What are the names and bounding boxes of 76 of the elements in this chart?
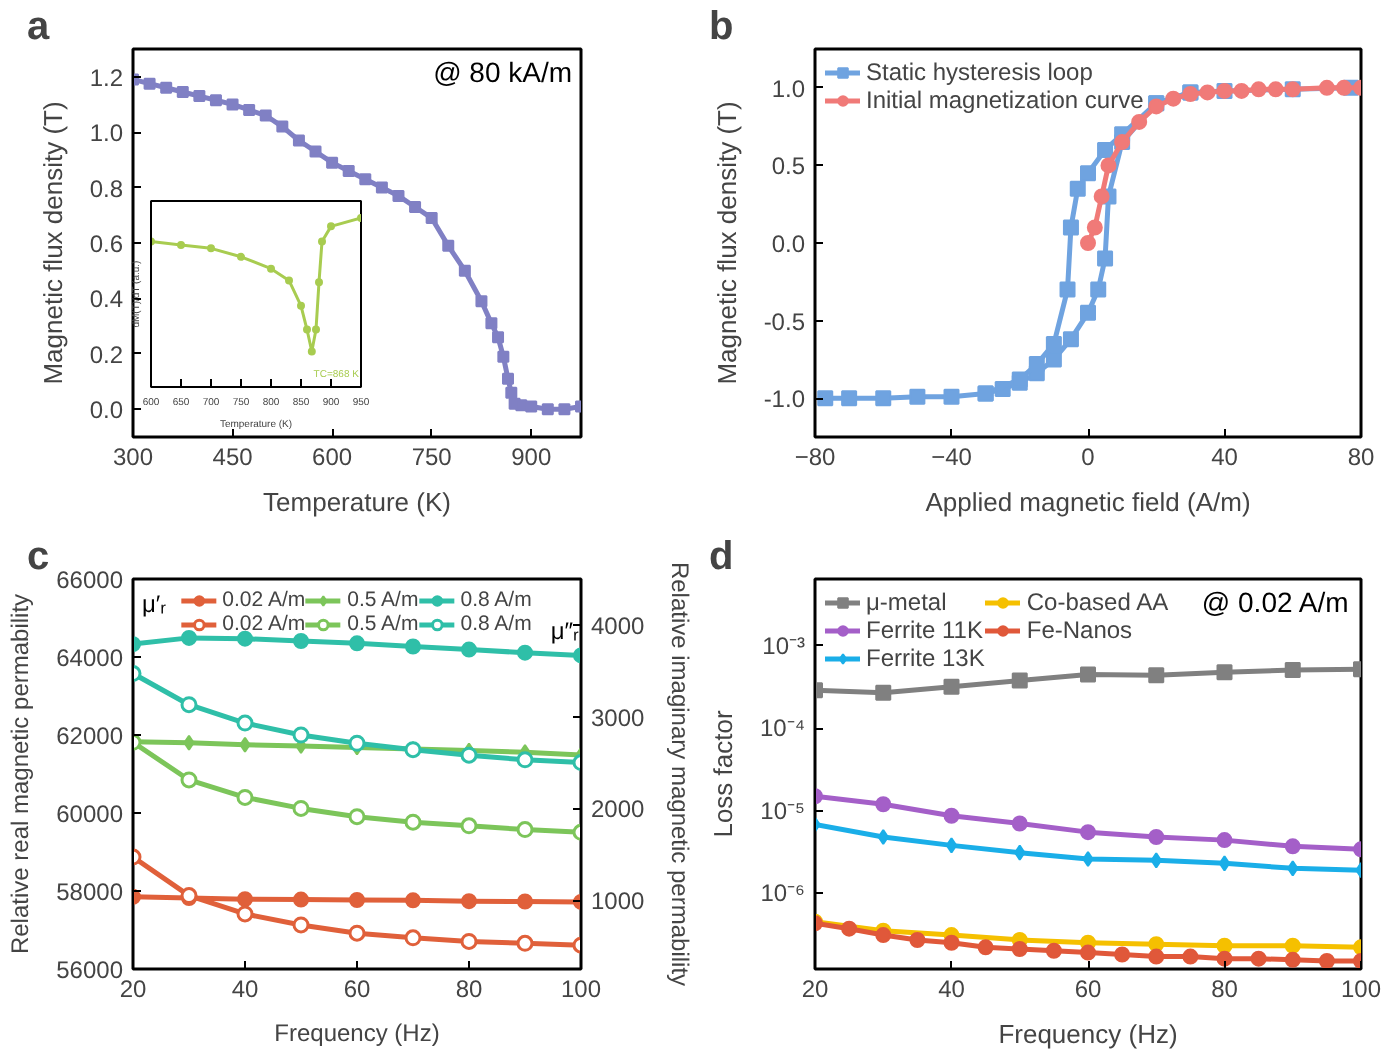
chart-title: a [27, 5, 51, 49]
y-tick-label: 10⁻⁴ [759, 714, 806, 743]
x-tick-label: 750 [411, 443, 453, 471]
y-tick-label: 62000 [56, 722, 124, 750]
legend-label: μ-metal [866, 588, 947, 616]
annotation: μ″ᵣ [550, 617, 580, 646]
legend-label: 0.02 A/m [222, 612, 306, 636]
legend-label: 0.8 A/m [460, 612, 532, 636]
y-tick-label: 10⁻⁶ [760, 879, 806, 908]
y-axis-title: Magnetic flux density (T) [711, 101, 742, 385]
x-tick-label: 40 [231, 975, 259, 1003]
x-tick-label: 20 [801, 975, 829, 1003]
x-tick-label: 900 [511, 443, 552, 471]
x-tick-label: 450 [212, 443, 254, 471]
y2-tick-label: 1000 [591, 887, 646, 916]
x-axis-title: Applied magnetic field (A/m) [925, 487, 1251, 517]
y-tick-label: 0.6 [89, 230, 124, 258]
y-tick-label: -1.0 [763, 385, 806, 414]
x-axis-title: Frequency (Hz) [274, 1019, 440, 1047]
y-tick-label: 64000 [56, 644, 124, 672]
x-tick-label: 600 [312, 443, 353, 471]
x-tick-label: 100 [560, 975, 602, 1003]
x-axis-title: Temperature (K) [263, 487, 451, 517]
y2-tick-label: 4000 [591, 611, 646, 640]
legend-label: Fe-Nanos [1026, 616, 1133, 644]
y2-axis-title: Relative imaginary magnetic permability [666, 561, 695, 987]
x-tick-label: −80 [794, 443, 837, 471]
y2-tick-label: 3000 [591, 703, 646, 732]
legend-label: 0.02 A/m [222, 588, 306, 612]
x-tick-label: 300 [112, 443, 154, 471]
annotation: @ 80 kA/m [433, 55, 573, 88]
y-tick-label: 10⁻³ [762, 631, 806, 660]
chart-title: c [27, 535, 50, 579]
y2-tick-label: 2000 [591, 795, 646, 824]
legend-label: Co-based AA [1026, 588, 1169, 616]
x-tick-label: 80 [1347, 443, 1375, 471]
legend-label: 0.5 A/m [347, 612, 419, 636]
y-tick-label: 0.8 [89, 174, 124, 203]
y-tick-label: -0.5 [763, 307, 806, 336]
x-tick-label: 40 [938, 975, 966, 1003]
y-axis-title: Relative real magnetic permability [6, 593, 35, 955]
legend-label: 0.8 A/m [460, 588, 532, 612]
x-tick-label: 80 [1211, 975, 1239, 1003]
y-axis-title: Loss factor [707, 709, 738, 838]
y-tick-label: 58000 [56, 878, 124, 906]
legend-label: 0.5 A/m [347, 588, 419, 612]
x-tick-label: 40 [1211, 443, 1239, 471]
x-axis-title: Frequency (Hz) [998, 1019, 1178, 1049]
chart-title: d [709, 535, 734, 579]
x-tick-label: 20 [119, 975, 147, 1003]
y-tick-label: 0.5 [771, 152, 806, 181]
x-tick-label: 0 [1081, 443, 1096, 471]
y-tick-label: 0.0 [771, 230, 806, 258]
x-tick-label: −40 [931, 443, 973, 471]
y-tick-label: 0.2 [89, 340, 124, 369]
annotation: μ′ᵣ [141, 590, 167, 618]
x-tick-label: 60 [343, 975, 371, 1003]
y-tick-label: 10⁻⁵ [760, 796, 806, 825]
legend-label: Ferrite 11K [866, 616, 983, 644]
y-tick-label: 1.0 [771, 74, 806, 103]
legend-label: Static hysteresis loop [866, 58, 1093, 86]
x-tick-label: 100 [1340, 975, 1382, 1003]
annotation: @ 0.02 A/m [1201, 586, 1349, 618]
chart-title: b [709, 5, 734, 49]
y-tick-label: 1.2 [89, 63, 124, 92]
legend-label: Initial magnetization curve [866, 86, 1144, 114]
legend-label: Ferrite 13K [866, 644, 985, 672]
x-tick-label: 80 [455, 975, 483, 1003]
y-tick-label: 0.4 [89, 285, 124, 314]
x-tick-label: 60 [1074, 975, 1102, 1003]
y-tick-label: 56000 [56, 956, 124, 984]
y-tick-label: 66000 [56, 566, 124, 594]
y-tick-label: 1.0 [89, 119, 124, 148]
y-axis-title: Magnetic flux density (T) [37, 101, 68, 385]
y-tick-label: 0.0 [89, 396, 124, 425]
y-tick-label: 60000 [56, 800, 124, 828]
